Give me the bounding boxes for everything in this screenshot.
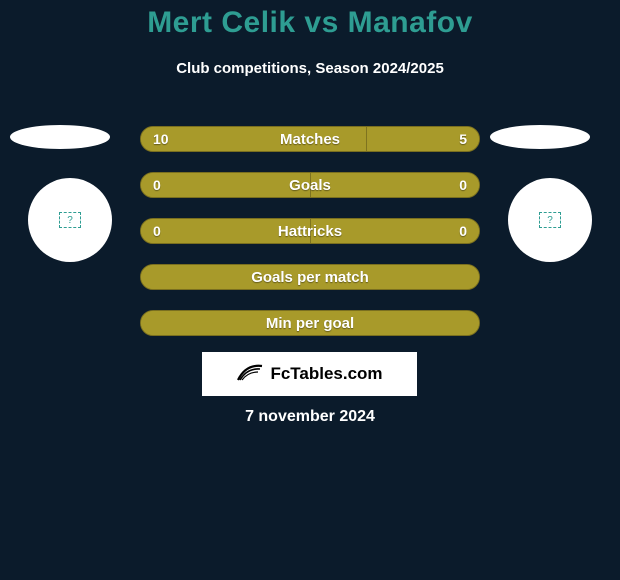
stat-label: Goals [141,173,479,197]
comparison-bars: Matches105Goals00Hattricks00Goals per ma… [140,126,480,356]
snapshot-date: 7 november 2024 [0,408,620,426]
player-avatar-left: ? [28,178,112,262]
stat-row: Hattricks0 0 [140,218,480,244]
stat-value-right: 5 [459,127,467,151]
stat-value-right: 0 [459,219,467,243]
stat-label: Goals per match [141,265,479,289]
placeholder-icon: ? [59,212,81,228]
logo-swoosh-icon [236,362,264,387]
comparison-subtitle: Club competitions, Season 2024/2025 [0,60,620,77]
fctables-logo: FcTables.com [202,352,417,396]
stat-label: Matches [141,127,479,151]
stat-row: Goals per match [140,264,480,290]
player-avatar-right: ? [508,178,592,262]
placeholder-icon: ? [539,212,561,228]
stat-value-left: 0 [153,173,161,197]
stat-row: Goals0 0 [140,172,480,198]
stat-label: Hattricks [141,219,479,243]
stat-value-left: 10 [153,127,169,151]
stat-value-right: 0 [459,173,467,197]
stat-value-left: 0 [153,219,161,243]
player-ellipse-right [490,125,590,149]
logo-text: FcTables.com [270,364,382,384]
stat-row: Min per goal [140,310,480,336]
stat-row: Matches10 5 [140,126,480,152]
player-ellipse-left [10,125,110,149]
comparison-title: Mert Celik vs Manafov [0,0,620,40]
stat-label: Min per goal [141,311,479,335]
